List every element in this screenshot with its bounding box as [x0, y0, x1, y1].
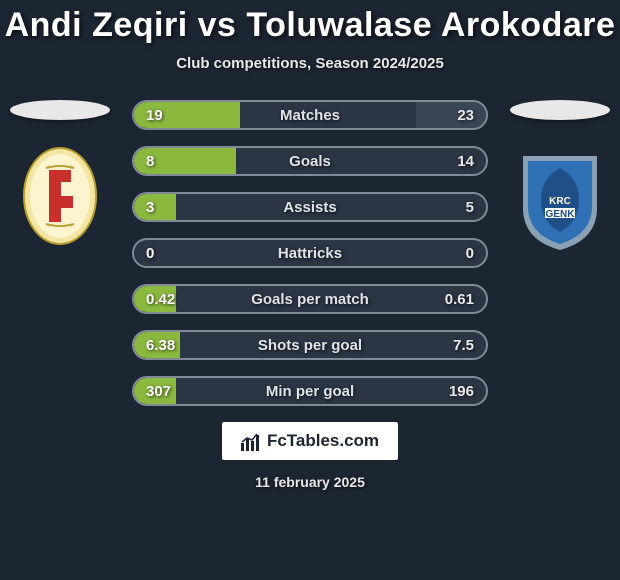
comparison-bars: 19Matches238Goals143Assists50Hattricks00…	[132, 100, 488, 406]
stat-value-right: 23	[457, 102, 474, 128]
stat-value-right: 7.5	[453, 332, 474, 358]
svg-text:KRC: KRC	[549, 196, 571, 207]
left-team-column	[10, 100, 110, 254]
stat-value-right: 196	[449, 378, 474, 404]
player1-name: Andi Zeqiri	[5, 6, 188, 44]
stat-value-right: 14	[457, 148, 474, 174]
svg-text:GENK: GENK	[546, 209, 576, 220]
stat-value-right: 0.61	[445, 286, 474, 312]
stat-label: Matches	[134, 102, 486, 128]
stat-label: Goals	[134, 148, 486, 174]
stat-row-min-per-goal: 307Min per goal196	[132, 376, 488, 406]
stat-row-goals-per-match: 0.42Goals per match0.61	[132, 284, 488, 314]
left-team-crest	[11, 144, 109, 254]
comparison-content: KRC GENK 19Matches23 8Goals14 3Assists5 0Ha…	[0, 100, 620, 406]
stat-label: Shots per goal	[134, 332, 486, 358]
stat-label: Assists	[134, 194, 486, 220]
player2-name: Toluwalase Arokodare	[246, 6, 615, 44]
fctables-logo: FcTables.com	[222, 422, 398, 460]
footer-date: 11 february 2025	[0, 474, 620, 490]
stat-row-matches: 19Matches23	[132, 100, 488, 130]
genk-crest-icon: KRC GENK	[511, 144, 609, 254]
logo-chart-icon	[241, 431, 261, 451]
subtitle: Club competitions, Season 2024/2025	[0, 55, 620, 72]
page-title: Andi Zeqiri vs Toluwalase Arokodare	[0, 0, 620, 45]
logo-text: FcTables.com	[267, 431, 379, 451]
stat-row-shots-per-goal: 6.38Shots per goal7.5	[132, 330, 488, 360]
stat-label: Hattricks	[134, 240, 486, 266]
standard-liege-crest-icon	[11, 144, 109, 254]
vs-separator: vs	[198, 6, 237, 44]
stat-value-right: 0	[466, 240, 474, 266]
photo-placeholder-left	[10, 100, 110, 120]
photo-placeholder-right	[510, 100, 610, 120]
stat-row-goals: 8Goals14	[132, 146, 488, 176]
right-team-column: KRC GENK	[510, 100, 610, 254]
stat-row-assists: 3Assists5	[132, 192, 488, 222]
right-team-crest: KRC GENK	[511, 144, 609, 254]
stat-row-hattricks: 0Hattricks0	[132, 238, 488, 268]
stat-label: Min per goal	[134, 378, 486, 404]
stat-value-right: 5	[466, 194, 474, 220]
stat-label: Goals per match	[134, 286, 486, 312]
